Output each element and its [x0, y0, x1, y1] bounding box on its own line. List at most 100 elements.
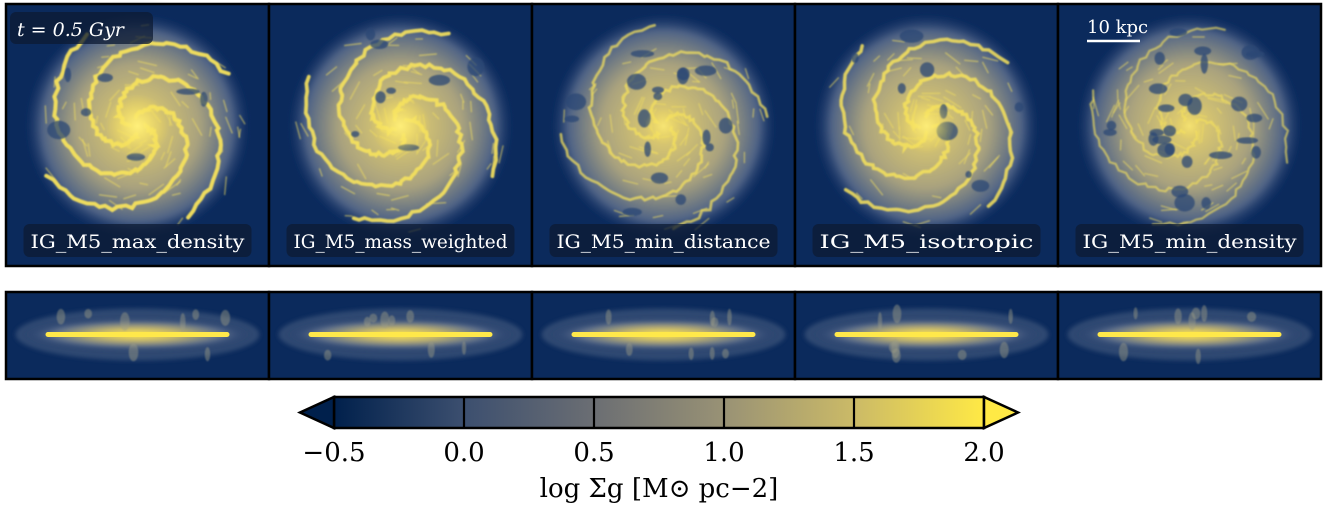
- gas-bubble: [467, 57, 484, 76]
- galaxy-core: [645, 107, 683, 145]
- colorbar-gradient: [334, 397, 984, 428]
- gas-filament: [54, 77, 55, 87]
- outflow-plume: [324, 350, 331, 361]
- gas-filament: [564, 110, 565, 122]
- face-on-panel: IG_M5_mass_weighted: [269, 0, 532, 266]
- outflow-plume: [958, 350, 967, 360]
- gas-bubble: [47, 121, 70, 139]
- colorbar-extend-high: [984, 397, 1018, 428]
- outflow-plume: [388, 315, 395, 326]
- edge-on-row: [6, 292, 1321, 379]
- face-on-panel: IG_M5_isotropic: [795, 0, 1058, 266]
- outflow-plume: [380, 312, 389, 328]
- gas-bubble: [1169, 28, 1187, 36]
- gas-bubble: [1158, 104, 1174, 112]
- gas-bubble: [1201, 54, 1208, 74]
- outflow-plume: [606, 309, 612, 324]
- gas-filament: [170, 111, 171, 126]
- outflow-plume: [878, 312, 882, 331]
- gas-filament: [1121, 140, 1122, 150]
- gas-bubble: [1157, 143, 1174, 158]
- gas-bubble: [1103, 129, 1116, 136]
- gas-filament: [664, 196, 678, 197]
- gas-bubble: [1251, 146, 1261, 159]
- gas-filament: [107, 45, 114, 46]
- colorbar-label: log Σg [M⊙ pc−2]: [540, 474, 779, 504]
- gas-filament: [693, 81, 700, 82]
- outflow-plume: [129, 343, 139, 361]
- gas-filament: [471, 102, 472, 112]
- gas-bubble: [695, 66, 717, 76]
- outflow-plume: [1196, 349, 1201, 364]
- gas-bubble: [1209, 151, 1232, 159]
- gas-bubble: [565, 116, 579, 123]
- outflow-plume: [711, 317, 718, 327]
- edge-on-midplane: [835, 332, 1019, 337]
- gas-bubble: [651, 173, 668, 184]
- outflow-plume: [221, 310, 231, 326]
- colorbar-extend-low: [300, 397, 334, 428]
- gas-bubble: [676, 194, 687, 205]
- gas-bubble: [366, 28, 376, 41]
- outflow-plume: [1247, 312, 1256, 322]
- gas-filament: [74, 103, 75, 120]
- outflow-plume: [462, 341, 466, 355]
- galaxy-core: [899, 98, 954, 153]
- outflow-plume: [180, 313, 186, 331]
- outflow-plume: [205, 347, 210, 361]
- outflow-plume: [1174, 308, 1181, 324]
- panel-label: IG_M5_isotropic: [820, 231, 1034, 253]
- gas-bubble: [429, 75, 450, 86]
- outflow-plume: [1201, 305, 1207, 322]
- gas-bubble: [898, 83, 906, 94]
- gas-bubble: [1246, 114, 1262, 123]
- gas-filament: [900, 60, 912, 61]
- gas-bubble: [1015, 102, 1024, 112]
- gas-bubble: [370, 40, 388, 49]
- gas-bubble: [1237, 137, 1259, 144]
- outflow-plume: [727, 309, 732, 326]
- outflow-plume: [1188, 312, 1195, 330]
- gas-bubble: [1182, 156, 1193, 168]
- panel-label: IG_M5_min_distance: [557, 231, 771, 253]
- gas-bubble: [972, 180, 990, 192]
- outflow-plume: [710, 347, 715, 360]
- edge-on-panel: [269, 292, 532, 379]
- gas-filament: [405, 67, 415, 68]
- gas-bubble: [920, 62, 934, 77]
- colorbar-tick-label: 1.0: [703, 438, 744, 468]
- outflow-plume: [428, 341, 435, 358]
- gas-bubble: [677, 68, 688, 84]
- outflow-plume: [892, 348, 901, 362]
- galaxy-core: [371, 96, 431, 156]
- edge-on-panel: [1058, 292, 1321, 379]
- colorbar-tick-label: −0.5: [302, 438, 365, 468]
- gas-bubble: [851, 53, 859, 63]
- gas-bubble: [631, 50, 654, 57]
- face-on-panel: IG_M5_min_distance: [532, 0, 795, 266]
- galaxy-core: [1175, 112, 1204, 141]
- outflow-plume: [626, 343, 633, 356]
- edge-on-midplane: [46, 332, 230, 337]
- gas-bubble: [1201, 197, 1211, 209]
- gas-bubble: [176, 89, 199, 95]
- gas-bubble: [1194, 46, 1211, 55]
- gas-filament: [102, 57, 109, 58]
- galaxy-core: [106, 94, 170, 158]
- gas-filament: [437, 140, 438, 156]
- gas-bubble: [627, 74, 646, 90]
- time-label: t = 0.5 Gyr: [17, 19, 126, 41]
- gas-bubble: [1231, 97, 1247, 112]
- gas-filament: [907, 58, 921, 59]
- outflow-plume: [689, 348, 694, 360]
- colorbar-tick-label: 0.0: [443, 438, 484, 468]
- scale-bar-label: 10 kpc: [1087, 17, 1148, 38]
- edge-on-panel: [6, 292, 269, 379]
- gas-bubble: [1246, 51, 1264, 57]
- gas-bubble: [644, 142, 651, 157]
- edge-on-panel: [532, 292, 795, 379]
- edge-on-midplane: [309, 332, 493, 337]
- edge-on-midplane: [1098, 332, 1282, 337]
- gas-filament: [657, 104, 666, 105]
